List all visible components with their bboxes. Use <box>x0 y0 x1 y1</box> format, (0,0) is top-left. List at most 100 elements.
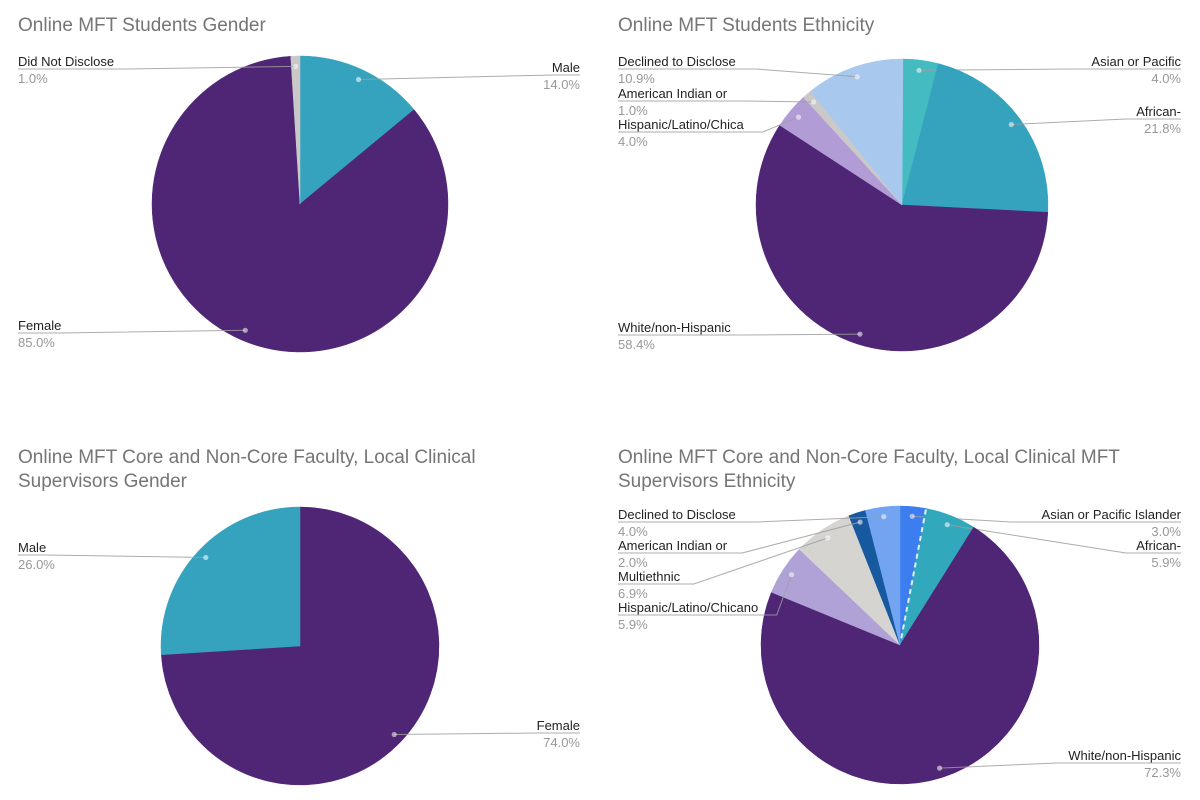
pie-faculty-ethnicity[interactable] <box>600 400 1200 800</box>
slice-label-male: Male 14.0% <box>543 60 580 92</box>
slice-label-name: Asian or Pacific <box>1091 54 1181 69</box>
chart-faculty-gender: Online MFT Core and Non-Core Faculty, Lo… <box>0 400 600 800</box>
pie-slice-female[interactable] <box>151 56 449 353</box>
slice-label-pct: 5.9% <box>1151 555 1181 570</box>
leader-line <box>618 516 884 523</box>
chart-title-line: Online MFT Students Gender <box>18 15 266 36</box>
leader-line <box>618 537 828 585</box>
slice-label-name: American Indian or <box>618 538 728 553</box>
slice-label-declined-to-disclose: Declined to Disclose 10.9% <box>618 54 736 86</box>
slice-label-name: Male <box>551 60 580 75</box>
leader-dot <box>937 765 943 771</box>
slice-label-pct: 58.4% <box>618 337 655 352</box>
leader-line <box>618 574 792 616</box>
slice-label-pct: 3.0% <box>1151 524 1181 539</box>
pie-slice-declined-to-disclose[interactable] <box>865 505 901 646</box>
chart-title: Online MFT Core and Non-Core Faculty, Lo… <box>18 446 580 494</box>
slice-label-name: American Indian or <box>618 86 728 101</box>
leader-line <box>394 732 580 735</box>
slice-label-pct: 1.0% <box>618 103 648 118</box>
slice-label-pct: 21.8% <box>1144 121 1181 136</box>
slice-label-name: Did Not Disclose <box>18 54 115 69</box>
leader-line <box>918 68 1181 71</box>
pie-slice-did-not-disclose[interactable] <box>290 55 301 205</box>
chart-title-line: Supervisors Gender <box>18 471 187 492</box>
slice-label-name: Female <box>536 718 580 733</box>
leader-dot <box>854 74 860 80</box>
slice-label-name: African- <box>1136 104 1181 119</box>
slice-label-declined-to-disclose: Declined to Disclose 4.0% <box>618 507 736 539</box>
pie-slice-male[interactable] <box>160 506 301 655</box>
pie-slice-african[interactable] <box>901 63 1049 213</box>
slice-label-name: Declined to Disclose <box>618 54 736 69</box>
slice-label-pct: 14.0% <box>543 77 580 92</box>
chart-faculty-ethnicity: Online MFT Core and Non-Core Faculty, Lo… <box>600 400 1200 800</box>
slice-label-asian-or-pacific: Asian or Pacific 4.0% <box>1091 54 1181 86</box>
leader-dot <box>788 572 795 578</box>
leader-line <box>18 65 296 70</box>
leader-dot <box>795 114 802 120</box>
slice-label-asian-or-pacific-islander: Asian or Pacific Islander 3.0% <box>1042 507 1181 539</box>
slice-separator-dashed <box>900 509 927 639</box>
pie-slice-male[interactable] <box>299 55 415 205</box>
leader-line <box>939 762 1181 769</box>
leader-dot <box>356 76 362 83</box>
leader-dot <box>881 514 887 520</box>
pie-students-gender[interactable] <box>0 0 600 400</box>
leader-dot <box>810 99 817 105</box>
leader-dot <box>909 513 915 519</box>
slice-label-name: Multiethnic <box>618 569 681 584</box>
slice-label-hispanic-latino-chicano: Hispanic/Latino/Chicano 5.9% <box>618 600 758 632</box>
pie-slice-white-non-hispanic[interactable] <box>755 124 1049 352</box>
slice-label-name: White/non-Hispanic <box>1068 748 1181 763</box>
slice-label-name: Hispanic/Latino/Chicano <box>618 600 759 615</box>
slice-label-name: Male <box>18 540 47 555</box>
slice-label-pct: 72.3% <box>1144 765 1181 780</box>
slice-label-female: Female 85.0% <box>18 318 61 350</box>
slice-label-pct: 26.0% <box>18 557 55 572</box>
leader-dot <box>242 327 248 333</box>
pie-students-ethnicity[interactable] <box>600 0 1200 400</box>
leader-line <box>1011 118 1181 125</box>
chart-title: Online MFT Core and Non-Core Faculty, Lo… <box>618 446 1180 494</box>
leader-line <box>618 100 814 103</box>
leader-line <box>947 524 1181 554</box>
chart-title-line: Online MFT Core and Non-Core Faculty, Lo… <box>18 447 476 468</box>
chart-students-gender: Online MFT Students Gender Male 14.0% Fema… <box>0 0 600 400</box>
chart-title-line: Supervisors Ethnicity <box>618 471 796 492</box>
slice-label-pct: 6.9% <box>618 586 648 601</box>
slice-label-pct: 4.0% <box>618 524 648 539</box>
slice-label-white-non-hispanic: White/non-Hispanic 72.3% <box>1068 748 1181 780</box>
leader-dot <box>857 519 863 525</box>
chart-title: Online MFT Students Ethnicity <box>618 14 1180 38</box>
slice-label-name: Asian or Pacific Islander <box>1041 507 1181 522</box>
slice-label-pct: 85.0% <box>18 335 55 350</box>
slice-label-pct: 4.0% <box>1151 71 1181 86</box>
leader-line <box>618 68 858 78</box>
pie-slice-white-non-hispanic[interactable] <box>760 526 1040 785</box>
slice-label-pct: 74.0% <box>543 735 580 750</box>
slice-label-multiethnic: Multiethnic 6.9% <box>618 569 680 601</box>
pie-faculty-gender[interactable] <box>0 400 600 800</box>
slice-label-name: Female <box>18 318 62 333</box>
pie-slice-declined-to-disclose[interactable] <box>810 58 904 206</box>
leader-dot <box>293 63 299 69</box>
slice-label-name: Declined to Disclose <box>618 507 736 522</box>
slice-label-pct: 1.0% <box>18 71 48 86</box>
leader-line <box>618 116 799 133</box>
slice-label-hispanic-latino-chica: Hispanic/Latino/Chica 4.0% <box>618 117 744 149</box>
slice-label-female: Female 74.0% <box>537 718 580 750</box>
slice-label-pct: 4.0% <box>618 134 648 149</box>
leader-dot <box>1008 121 1014 128</box>
leader-dot <box>391 731 397 738</box>
slice-label-pct: 5.9% <box>618 617 648 632</box>
leader-dot <box>857 331 863 337</box>
leader-line <box>618 333 861 336</box>
chart-students-ethnicity: Online MFT Students Ethnicity Asian or P… <box>600 0 1200 400</box>
slice-label-pct: 2.0% <box>618 555 648 570</box>
slice-label-white-non-hispanic: White/non-Hispanic 58.4% <box>618 320 731 352</box>
chart-title-line: Online MFT Core and Non-Core Faculty, Lo… <box>618 447 1120 468</box>
leader-dot <box>916 67 922 73</box>
slice-label-african: African- 21.8% <box>1136 104 1181 136</box>
